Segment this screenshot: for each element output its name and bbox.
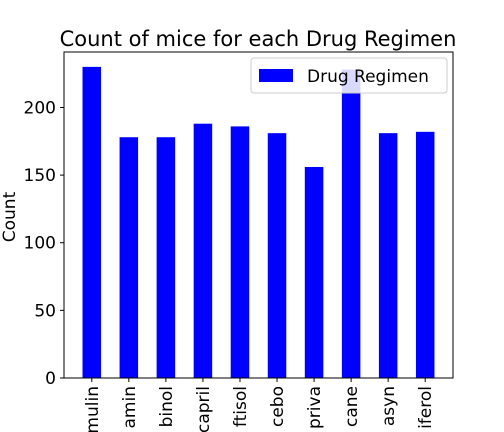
bar-iferol	[415, 131, 435, 378]
y-tick-label: 100	[24, 234, 56, 254]
x-tick-label: amin	[120, 386, 140, 428]
legend-label: Drug Regimen	[307, 67, 429, 87]
x-tick-label: iferol	[416, 386, 436, 429]
bar-cebo	[267, 133, 287, 378]
y-axis-label: Count	[0, 191, 20, 242]
legend-box	[250, 57, 448, 94]
x-tick-label: asyn	[379, 386, 399, 426]
bar-mulin	[82, 66, 102, 378]
bar-ftisol	[230, 126, 250, 379]
bar-priva	[304, 166, 324, 378]
bar-capril	[193, 123, 213, 378]
axes-layer: mulin amin binol capril ftisol cebo priva cane a…	[24, 51, 454, 432]
plot-frame	[63, 51, 454, 379]
y-tick-label: 50	[34, 301, 56, 321]
x-tick-label: binol	[157, 386, 177, 427]
bar-asyn	[378, 133, 398, 378]
bar-amin	[119, 137, 139, 378]
legend: Drug Regimen	[250, 57, 448, 94]
x-tick-label: priva	[305, 386, 325, 429]
y-tick-label: 0	[45, 369, 56, 389]
chart-title: Count of mice for each Drug Regimen	[60, 27, 457, 51]
bar-binol	[156, 137, 176, 378]
x-tick-label: cane	[342, 386, 362, 427]
x-tick-label: cebo	[268, 386, 288, 427]
bar-cane	[341, 69, 361, 378]
x-tick-label: mulin	[83, 386, 103, 432]
x-tick-label: capril	[194, 386, 214, 432]
y-tick-label: 200	[24, 98, 56, 118]
bars-layer	[82, 66, 435, 379]
legend-swatch	[259, 69, 293, 82]
y-tick-label: 150	[24, 166, 56, 186]
x-tick-label: ftisol	[231, 386, 251, 427]
